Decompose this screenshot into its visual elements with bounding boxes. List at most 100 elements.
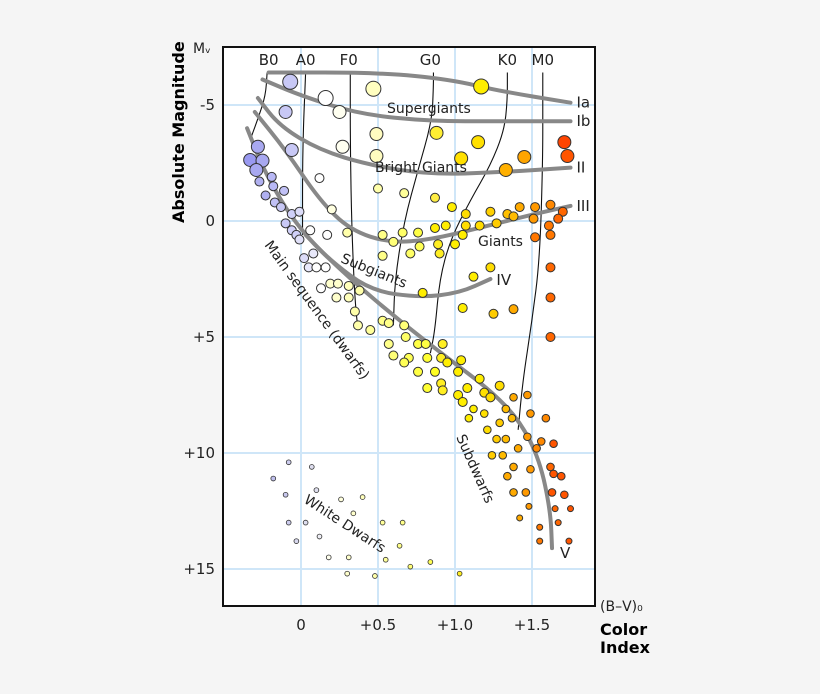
star-point xyxy=(373,183,383,194)
star-point xyxy=(332,278,343,289)
star-point xyxy=(343,280,354,291)
star-point xyxy=(420,338,431,349)
star-point xyxy=(473,78,490,95)
star-point xyxy=(450,239,460,250)
star-point xyxy=(471,135,486,150)
luminosity-curve-ia xyxy=(266,70,573,105)
y-tick-label: 0 xyxy=(205,212,215,230)
star-point xyxy=(313,487,320,493)
star-point xyxy=(508,304,519,315)
star-point xyxy=(433,239,444,250)
star-point xyxy=(332,104,347,119)
star-point xyxy=(479,409,489,418)
spectral-boundary-line xyxy=(249,72,268,140)
star-point xyxy=(557,206,568,217)
star-point xyxy=(498,451,508,460)
star-point xyxy=(516,514,524,522)
star-point xyxy=(407,563,414,570)
luminosity-class-label: II xyxy=(577,159,586,177)
star-point xyxy=(462,383,473,394)
star-point xyxy=(503,471,512,481)
star-point xyxy=(322,229,333,240)
luminosity-class-label: V xyxy=(560,544,571,562)
y-tick-label: +5 xyxy=(193,328,215,346)
star-point xyxy=(549,469,558,479)
star-point xyxy=(491,218,502,229)
star-point xyxy=(369,149,384,164)
star-point xyxy=(507,413,517,423)
spectral-class-label: F0 xyxy=(340,51,358,69)
y-tick-label: -5 xyxy=(200,96,215,114)
star-point xyxy=(521,488,531,497)
star-point xyxy=(474,220,485,231)
star-point xyxy=(302,519,309,526)
star-point xyxy=(285,459,292,466)
star-point xyxy=(377,229,388,240)
star-point xyxy=(501,404,511,414)
stars xyxy=(243,73,575,579)
star-point xyxy=(545,332,556,342)
star-point xyxy=(546,462,555,472)
luminosity-curve-ii xyxy=(255,96,573,176)
star-point xyxy=(275,202,286,213)
label-bright-giants: Bright Giants xyxy=(375,160,467,176)
star-point xyxy=(536,537,544,545)
star-point xyxy=(279,185,290,196)
star-point xyxy=(383,318,394,329)
star-point xyxy=(485,392,496,403)
star-point xyxy=(457,396,468,407)
star-point xyxy=(352,320,363,331)
star-point xyxy=(417,287,428,298)
star-point xyxy=(525,502,533,510)
spectral-class-labels: B0 A0 F0 G0 K0 M0 xyxy=(259,51,554,69)
star-point xyxy=(456,570,463,577)
star-point xyxy=(343,292,354,303)
x-tick-label: 0 xyxy=(296,616,306,634)
star-point xyxy=(379,519,386,526)
y-axis-title: Absolute Magnitude xyxy=(169,41,188,223)
star-point xyxy=(316,283,327,294)
spectral-boundary-line xyxy=(349,72,359,331)
star-point xyxy=(413,366,424,377)
star-point xyxy=(523,432,532,442)
star-point xyxy=(437,338,448,349)
star-point xyxy=(399,320,410,331)
star-point xyxy=(453,390,464,400)
star-point xyxy=(316,533,323,540)
star-point xyxy=(268,181,279,192)
star-point xyxy=(457,303,468,313)
star-point xyxy=(396,542,403,549)
star-point xyxy=(414,241,425,252)
star-point xyxy=(429,222,440,233)
star-point xyxy=(285,519,292,526)
star-point xyxy=(335,139,350,154)
luminosity-class-label: Ia xyxy=(577,94,591,112)
spectral-class-label: G0 xyxy=(420,51,441,69)
star-point xyxy=(266,171,277,182)
star-point xyxy=(498,162,513,177)
star-point xyxy=(545,199,556,210)
star-point xyxy=(365,80,382,97)
star-point xyxy=(282,73,299,90)
star-point xyxy=(383,338,394,349)
star-point xyxy=(567,505,574,513)
star-point xyxy=(342,227,353,238)
star-point xyxy=(350,510,357,517)
star-point xyxy=(400,332,411,342)
star-point xyxy=(487,451,497,460)
star-point xyxy=(485,206,496,217)
star-point xyxy=(359,494,366,500)
star-point xyxy=(457,229,468,240)
star-point xyxy=(483,425,492,435)
star-point xyxy=(284,143,299,158)
star-point xyxy=(468,271,479,282)
star-point xyxy=(528,213,539,224)
luminosity-class-label: IV xyxy=(496,271,511,289)
star-point xyxy=(399,188,410,199)
star-point xyxy=(311,262,322,273)
star-point xyxy=(526,409,535,418)
star-point xyxy=(485,262,496,273)
star-point xyxy=(549,439,558,449)
star-point xyxy=(325,554,332,561)
